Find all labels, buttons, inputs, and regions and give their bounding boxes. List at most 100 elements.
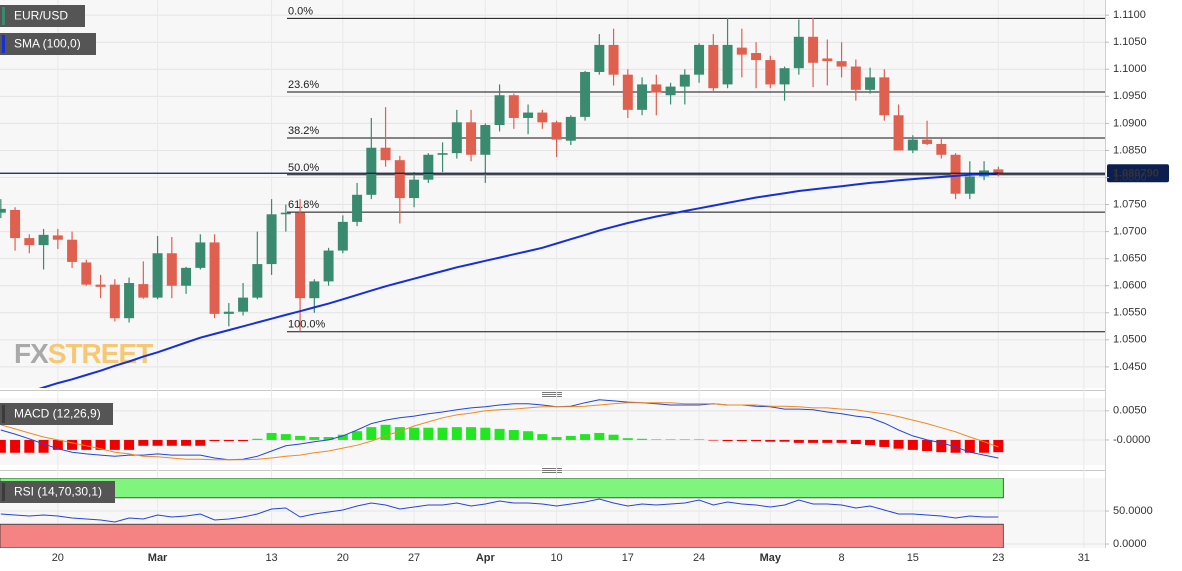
- x-tick-label: 20: [337, 552, 349, 564]
- candle-body: [366, 147, 377, 195]
- candle-body: [52, 235, 63, 240]
- last-price-box: [1107, 164, 1169, 183]
- histogram-bar: [337, 434, 348, 440]
- histogram-bar: [280, 434, 291, 440]
- histogram-bar: [907, 439, 918, 450]
- candle-body: [537, 112, 548, 123]
- candle-body: [24, 238, 35, 246]
- histogram-bar: [223, 439, 234, 442]
- x-tick-label: 24: [693, 552, 705, 564]
- histogram-bar: [466, 427, 477, 440]
- x-tick-label: 8: [839, 552, 845, 564]
- histogram-bar: [209, 439, 220, 442]
- histogram-bar: [81, 439, 92, 450]
- histogram-bar: [594, 432, 605, 440]
- x-tick-label: 10: [550, 552, 562, 564]
- x-tick-label: Apr: [476, 552, 496, 564]
- histogram-bar: [950, 439, 961, 453]
- histogram-bar: [622, 438, 633, 440]
- candle-body: [736, 47, 747, 55]
- candle-body: [266, 214, 277, 265]
- candle-body: [238, 297, 249, 312]
- candle-body: [0, 208, 6, 213]
- watermark-street: STREET: [48, 338, 153, 369]
- histogram-bar: [865, 439, 876, 446]
- y-tick-label: 1.0650: [1113, 253, 1147, 265]
- histogram-bar: [822, 439, 833, 443]
- histogram-bar: [0, 439, 6, 453]
- watermark: FXSTREET: [14, 338, 153, 369]
- candle-body: [808, 36, 819, 63]
- candle-body: [508, 95, 519, 118]
- histogram-bar: [580, 434, 591, 440]
- y-tick-label: -0.0000: [1113, 434, 1150, 446]
- histogram-bar: [665, 439, 676, 440]
- candle-body: [936, 143, 947, 155]
- resize-handle[interactable]: [542, 392, 562, 397]
- y-tick-label: 1.0900: [1113, 117, 1147, 129]
- candle-body: [679, 74, 690, 87]
- fib-label: 38.2%: [288, 125, 319, 137]
- candle-body: [480, 125, 491, 155]
- histogram-bar: [993, 439, 1004, 453]
- candle-body: [409, 179, 420, 199]
- candle-body: [280, 212, 291, 215]
- legend-label: EUR/USD: [14, 9, 68, 23]
- x-tick-label: 20: [52, 552, 64, 564]
- histogram-bar: [352, 431, 363, 440]
- legend-swatch: [2, 483, 5, 501]
- candle-body: [836, 61, 847, 67]
- histogram-bar: [295, 435, 306, 440]
- candle-body: [594, 44, 605, 72]
- rsi-line: [0, 498, 999, 523]
- histogram-bar: [722, 439, 733, 442]
- x-tick-label: May: [760, 552, 782, 564]
- y-tick-label: 1.1050: [1113, 36, 1147, 48]
- candle-body: [694, 44, 705, 75]
- y-tick-label: 1.0850: [1113, 144, 1147, 156]
- candle-body: [337, 221, 348, 251]
- histogram-bar: [850, 439, 861, 445]
- histogram-bar: [409, 427, 420, 440]
- price-panel: [0, 0, 1105, 388]
- candle-body: [665, 86, 676, 96]
- x-tick-label: 13: [265, 552, 277, 564]
- candle-body: [10, 209, 21, 239]
- y-tick-label: 1.0700: [1113, 226, 1147, 238]
- candle-body: [893, 115, 904, 151]
- fib-label: 50.0%: [288, 162, 319, 174]
- histogram-bar: [494, 428, 505, 440]
- histogram-bar: [893, 439, 904, 449]
- y-tick-label: 1.0450: [1113, 361, 1147, 373]
- candle-body: [323, 250, 334, 282]
- fib-label: 61.8%: [288, 199, 319, 211]
- histogram-bar: [793, 439, 804, 443]
- resize-handle[interactable]: [542, 468, 562, 473]
- candle-body: [622, 74, 633, 110]
- histogram-bar: [765, 439, 776, 442]
- candle-body: [608, 44, 619, 75]
- y-tick-label: 0.0050: [1113, 405, 1147, 417]
- histogram-bar: [166, 439, 177, 446]
- candle-body: [38, 234, 49, 246]
- candle-body: [964, 176, 975, 194]
- y-tick-label: 1.0550: [1113, 307, 1147, 319]
- candle-body: [765, 60, 776, 85]
- legend-box: [0, 5, 85, 27]
- y-tick-label: 1.0800: [1113, 171, 1147, 183]
- histogram-bar: [238, 439, 249, 442]
- histogram-bar: [979, 439, 990, 453]
- histogram-bar: [38, 439, 49, 453]
- histogram-bar: [779, 439, 790, 442]
- legend-label: RSI (14,70,30,1): [14, 485, 102, 499]
- candle-body: [850, 66, 861, 90]
- histogram-bar: [922, 439, 933, 452]
- candle-body: [651, 84, 662, 93]
- histogram-bar: [309, 437, 320, 440]
- histogram-bar: [480, 427, 491, 440]
- y-tick-label: 1.0950: [1113, 90, 1147, 102]
- legend-box: [0, 403, 113, 425]
- candle-body: [166, 253, 177, 286]
- histogram-bar: [152, 439, 163, 446]
